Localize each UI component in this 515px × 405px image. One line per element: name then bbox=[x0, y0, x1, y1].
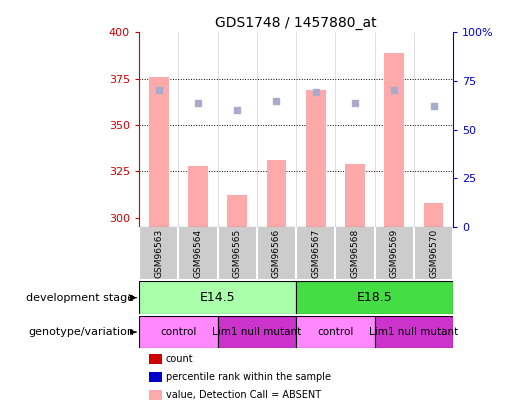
Bar bbox=[139, 316, 217, 348]
Text: count: count bbox=[166, 354, 194, 364]
Text: GSM96566: GSM96566 bbox=[272, 228, 281, 278]
Bar bbox=[296, 281, 453, 314]
Bar bbox=[267, 160, 286, 227]
Point bbox=[390, 87, 399, 93]
Bar bbox=[345, 164, 365, 227]
Point bbox=[233, 107, 242, 113]
Point bbox=[351, 100, 359, 106]
Text: value, Detection Call = ABSENT: value, Detection Call = ABSENT bbox=[166, 390, 321, 400]
Bar bbox=[188, 166, 208, 227]
Bar bbox=[424, 203, 443, 227]
Bar bbox=[375, 316, 453, 348]
Bar bbox=[217, 316, 296, 348]
Text: GSM96564: GSM96564 bbox=[194, 228, 202, 278]
Point bbox=[430, 103, 438, 110]
Text: control: control bbox=[317, 327, 354, 337]
Text: GSM96565: GSM96565 bbox=[233, 228, 242, 278]
Text: GSM96569: GSM96569 bbox=[390, 228, 399, 278]
Bar bbox=[296, 316, 375, 348]
Point bbox=[154, 87, 163, 93]
Point bbox=[272, 98, 281, 104]
Point bbox=[194, 100, 202, 106]
Bar bbox=[139, 281, 296, 314]
Text: E14.5: E14.5 bbox=[200, 291, 235, 304]
Text: GSM96568: GSM96568 bbox=[351, 228, 359, 278]
Text: GSM96570: GSM96570 bbox=[429, 228, 438, 278]
Text: E18.5: E18.5 bbox=[357, 291, 392, 304]
Title: GDS1748 / 1457880_at: GDS1748 / 1457880_at bbox=[215, 16, 377, 30]
Text: control: control bbox=[160, 327, 197, 337]
Text: GSM96563: GSM96563 bbox=[154, 228, 163, 278]
Bar bbox=[149, 77, 168, 227]
Point bbox=[312, 88, 320, 95]
Bar bbox=[306, 90, 325, 227]
Text: GSM96567: GSM96567 bbox=[311, 228, 320, 278]
Bar bbox=[228, 195, 247, 227]
Text: percentile rank within the sample: percentile rank within the sample bbox=[166, 372, 331, 382]
Text: Lim1 null mutant: Lim1 null mutant bbox=[369, 327, 458, 337]
Text: Lim1 null mutant: Lim1 null mutant bbox=[212, 327, 301, 337]
Text: genotype/variation: genotype/variation bbox=[28, 327, 134, 337]
Text: development stage: development stage bbox=[26, 293, 134, 303]
Bar bbox=[385, 53, 404, 227]
